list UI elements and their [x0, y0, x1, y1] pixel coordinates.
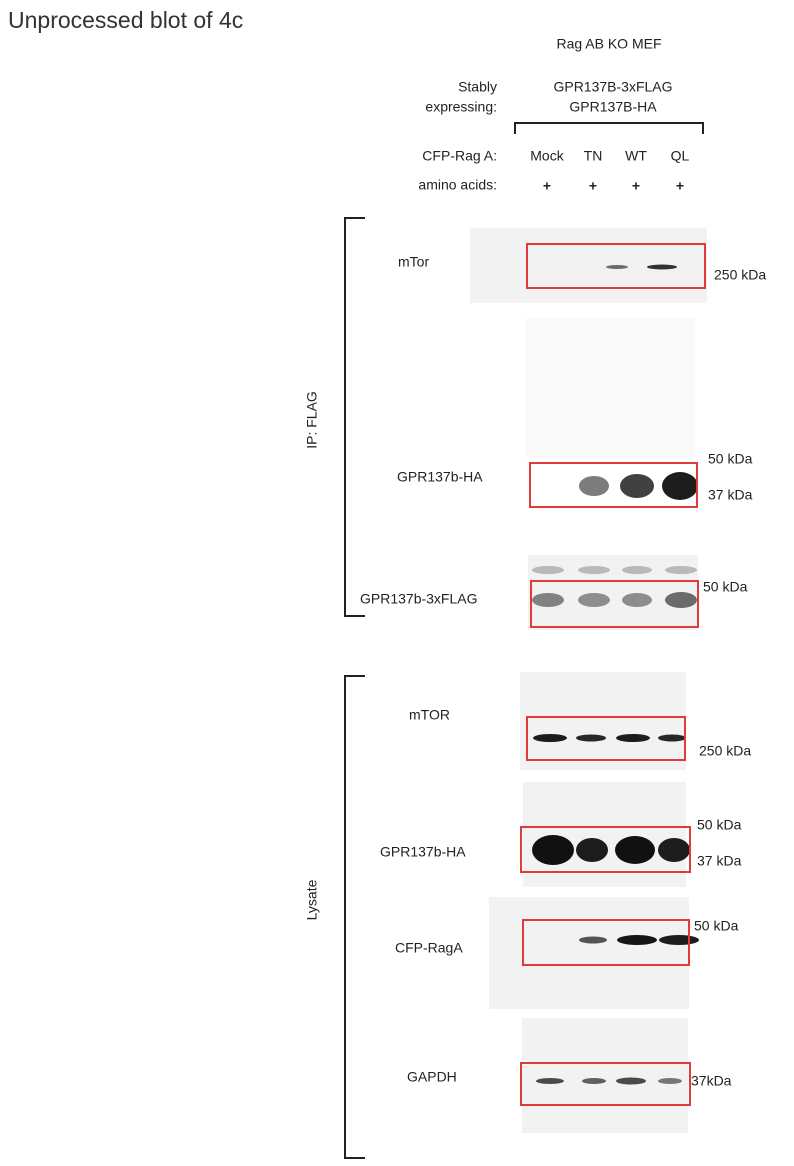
blot-label: CFP-RagA	[395, 940, 463, 956]
band	[659, 935, 699, 945]
size-marker: 250 kDa	[714, 267, 766, 283]
crop-box	[520, 826, 691, 873]
construct: GPR137B-3xFLAG	[553, 79, 672, 95]
band	[615, 836, 655, 864]
band	[533, 734, 567, 742]
size-marker: 50 kDa	[697, 817, 742, 833]
size-marker: 250 kDa	[699, 743, 751, 759]
band	[578, 593, 610, 607]
band	[576, 838, 608, 862]
amino-acids-label: amino acids:	[418, 177, 497, 193]
band	[616, 734, 650, 742]
band	[658, 1078, 682, 1084]
blot-panel	[522, 1018, 688, 1133]
band	[532, 566, 564, 574]
band	[658, 734, 686, 742]
blot-label: GAPDH	[407, 1069, 457, 1085]
band	[665, 566, 697, 574]
band	[579, 476, 609, 496]
group-bracket	[344, 675, 365, 1159]
crop-box	[530, 580, 699, 628]
size-marker: 50 kDa	[708, 451, 753, 467]
condition-label: CFP-Rag A:	[422, 148, 497, 164]
group-label: Lysate	[304, 879, 320, 920]
band	[606, 265, 628, 269]
amino-acid-sign: +	[632, 178, 640, 194]
band	[578, 566, 610, 574]
crop-box	[526, 243, 706, 289]
stably-label: Stably	[458, 79, 497, 95]
band	[665, 592, 697, 608]
construct: GPR137B-HA	[569, 99, 657, 115]
blot-panel	[523, 782, 686, 887]
size-marker: 37kDa	[691, 1073, 732, 1089]
band	[647, 264, 677, 270]
amino-acid-sign: +	[543, 178, 551, 194]
stably-label: expressing:	[425, 99, 497, 115]
band	[662, 472, 698, 500]
group-label: IP: FLAG	[304, 391, 320, 449]
blot-panel	[528, 555, 698, 630]
size-marker: 50 kDa	[703, 579, 748, 595]
amino-acid-sign: +	[676, 178, 684, 194]
lane-label: QL	[671, 148, 690, 164]
band	[576, 734, 606, 742]
band	[532, 593, 564, 607]
band	[582, 1078, 606, 1084]
blot-panel	[489, 897, 689, 1009]
band	[658, 838, 690, 862]
crop-box	[522, 919, 690, 966]
band	[579, 936, 607, 944]
figure-title: Unprocessed blot of 4c	[8, 7, 243, 33]
blot-label: mTor	[398, 254, 429, 270]
lane-label: TN	[584, 148, 603, 164]
blot-panel	[520, 672, 686, 770]
band	[617, 935, 657, 945]
blot-label: mTOR	[409, 707, 450, 723]
lane-label: Mock	[530, 148, 564, 164]
cell-line: Rag AB KO MEF	[556, 36, 661, 52]
crop-box	[529, 462, 698, 508]
size-marker: 37 kDa	[697, 853, 742, 869]
blot-label: GPR137b-HA	[397, 469, 483, 485]
band	[616, 1077, 646, 1085]
crop-box	[520, 1062, 691, 1106]
amino-acid-sign: +	[589, 178, 597, 194]
crop-box	[526, 716, 686, 761]
size-marker: 37 kDa	[708, 487, 753, 503]
band	[620, 474, 654, 498]
blot-label: GPR137b-3xFLAG	[360, 591, 478, 607]
band	[532, 835, 574, 865]
lane-label: WT	[625, 148, 647, 164]
band	[622, 593, 652, 607]
blot-label: GPR137b-HA	[380, 844, 466, 860]
band	[536, 1078, 564, 1084]
band	[622, 566, 652, 574]
blot-panel	[525, 318, 695, 458]
group-bracket	[344, 217, 365, 617]
size-marker: 50 kDa	[694, 918, 739, 934]
lane-bracket	[514, 122, 704, 134]
